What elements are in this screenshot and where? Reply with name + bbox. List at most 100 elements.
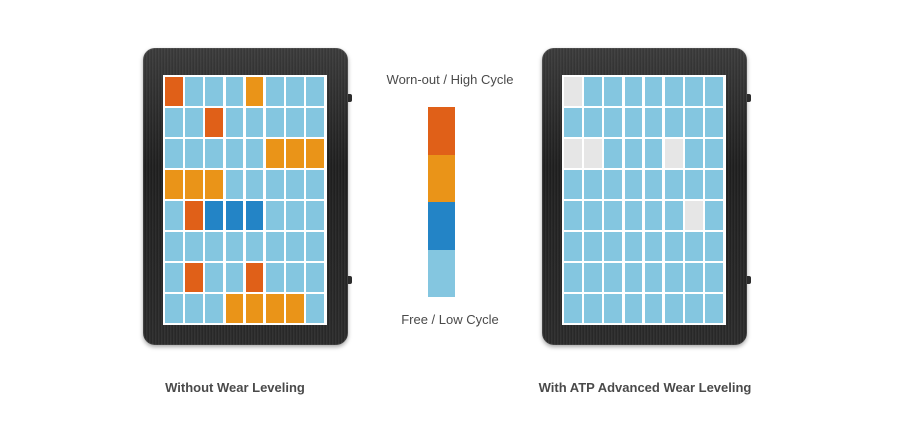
block-grid-left	[165, 77, 324, 323]
block-cell-retired	[685, 201, 703, 230]
block-cell-free	[705, 263, 723, 292]
block-cell-high	[165, 77, 183, 106]
block-cell-free	[604, 263, 623, 292]
block-cell-free	[644, 294, 663, 323]
block-cell-mid	[286, 294, 304, 323]
block-cell-free	[624, 139, 643, 168]
block-cell-mid	[245, 77, 264, 106]
block-cell-free	[245, 108, 264, 137]
block-cell-free	[265, 263, 284, 292]
legend-segment-low	[428, 202, 455, 250]
block-cell-free	[306, 201, 324, 230]
block-cell-free	[185, 108, 203, 137]
block-cell-high	[185, 201, 203, 230]
legend-high-label: Worn-out / High Cycle	[386, 72, 514, 87]
block-grid-frame	[562, 75, 726, 325]
block-cell-free	[705, 232, 723, 261]
block-cell-free	[644, 201, 663, 230]
block-cell-free	[185, 139, 203, 168]
block-cell-mid	[265, 294, 284, 323]
block-cell-free	[205, 294, 224, 323]
block-cell-free	[584, 263, 602, 292]
block-cell-free	[205, 77, 224, 106]
block-cell-free	[205, 139, 224, 168]
block-cell-free	[286, 108, 304, 137]
block-cell-free	[245, 232, 264, 261]
legend-low-label: Free / Low Cycle	[401, 312, 499, 327]
block-cell-free	[624, 263, 643, 292]
block-cell-retired	[584, 139, 602, 168]
block-cell-free	[265, 201, 284, 230]
block-cell-free	[185, 77, 203, 106]
ssd-notch	[348, 276, 352, 284]
block-cell-free	[286, 77, 304, 106]
block-cell-free	[165, 201, 183, 230]
block-cell-free	[245, 139, 264, 168]
block-cell-free	[165, 294, 183, 323]
block-cell-free	[584, 170, 602, 199]
block-cell-mid	[225, 294, 244, 323]
block-cell-free	[705, 108, 723, 137]
block-cell-free	[165, 108, 183, 137]
block-cell-free	[265, 77, 284, 106]
block-cell-free	[265, 170, 284, 199]
block-cell-free	[286, 232, 304, 261]
block-cell-free	[564, 263, 582, 292]
block-cell-free	[564, 201, 582, 230]
block-cell-free	[685, 139, 703, 168]
block-cell-free	[624, 201, 643, 230]
block-cell-free	[306, 77, 324, 106]
block-cell-free	[604, 77, 623, 106]
block-cell-free	[225, 77, 244, 106]
block-cell-free	[644, 77, 663, 106]
legend-segment-high	[428, 107, 455, 155]
block-cell-free	[306, 170, 324, 199]
block-cell-free	[225, 108, 244, 137]
block-cell-free	[685, 263, 703, 292]
block-cell-free	[564, 294, 582, 323]
block-cell-free	[664, 77, 683, 106]
block-cell-free	[286, 170, 304, 199]
block-cell-free	[705, 170, 723, 199]
block-cell-free	[604, 170, 623, 199]
block-cell-free	[644, 263, 663, 292]
block-cell-free	[644, 139, 663, 168]
block-cell-free	[265, 232, 284, 261]
block-cell-free	[604, 232, 623, 261]
block-cell-free	[685, 294, 703, 323]
block-cell-free	[306, 263, 324, 292]
block-cell-free	[185, 294, 203, 323]
ssd-without-wear-leveling	[143, 48, 352, 345]
block-cell-free	[185, 232, 203, 261]
block-cell-free	[624, 294, 643, 323]
ssd-notch	[747, 94, 751, 102]
ssd-notch	[348, 94, 352, 102]
block-cell-free	[564, 232, 582, 261]
block-cell-high	[245, 263, 264, 292]
block-cell-free	[705, 139, 723, 168]
block-grid-frame	[163, 75, 327, 325]
block-cell-free	[604, 108, 623, 137]
block-cell-free	[225, 170, 244, 199]
block-cell-free	[205, 232, 224, 261]
block-cell-free	[664, 294, 683, 323]
block-cell-free	[165, 263, 183, 292]
block-cell-mid	[286, 139, 304, 168]
block-cell-free	[664, 108, 683, 137]
block-cell-free	[584, 232, 602, 261]
block-cell-mid	[165, 170, 183, 199]
legend-color-bar	[428, 107, 455, 297]
block-cell-free	[664, 232, 683, 261]
block-cell-free	[205, 263, 224, 292]
block-cell-mid	[185, 170, 203, 199]
block-cell-free	[584, 294, 602, 323]
block-cell-free	[705, 294, 723, 323]
block-cell-free	[685, 232, 703, 261]
block-cell-mid	[306, 139, 324, 168]
block-cell-free	[644, 232, 663, 261]
block-cell-retired	[564, 139, 582, 168]
ssd-notch	[747, 276, 751, 284]
block-cell-free	[624, 232, 643, 261]
block-cell-free	[306, 294, 324, 323]
block-cell-free	[685, 77, 703, 106]
